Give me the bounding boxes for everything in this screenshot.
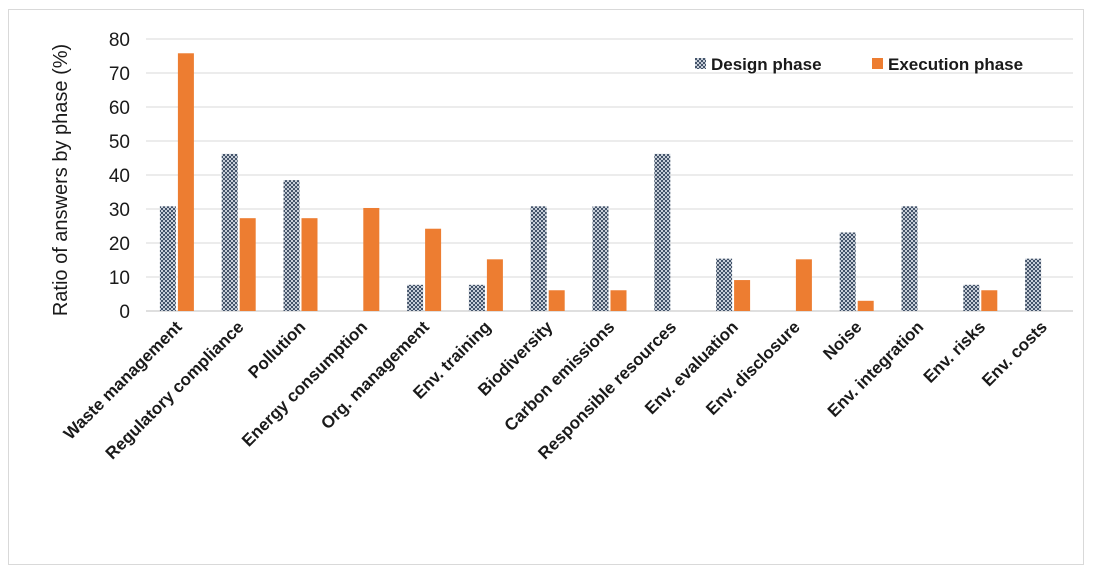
y-tick-label: 80 [109, 30, 130, 51]
bar-design-phase [159, 206, 176, 311]
y-tick-label: 30 [109, 200, 130, 221]
bar-design-phase [283, 180, 300, 311]
bar-execution-phase [981, 290, 998, 311]
legend-label-design: Design phase [711, 55, 822, 74]
category-label: Waste management [60, 317, 186, 443]
bar-design-phase [530, 206, 547, 311]
y-tick-label: 60 [109, 98, 130, 119]
category-label: Energy consumption [238, 317, 371, 450]
bar-execution-phase [857, 300, 874, 311]
y-tick-label: 70 [109, 64, 130, 85]
legend-label-execution: Execution phase [888, 55, 1023, 74]
y-tick-labels: 0 10 20 30 40 50 60 70 80 [109, 30, 130, 323]
bars [159, 53, 1042, 311]
bar-chart: 0 10 20 30 40 50 60 70 80 Waste managementRegula… [50, 30, 1073, 463]
bar-design-phase [592, 206, 609, 311]
y-tick-label: 40 [109, 166, 130, 187]
bar-design-phase [963, 284, 980, 311]
bar-execution-phase [425, 228, 442, 311]
bar-design-phase [407, 284, 424, 311]
legend-swatch-execution [872, 58, 883, 69]
bar-execution-phase [610, 290, 627, 311]
bar-design-phase [654, 153, 671, 311]
bar-design-phase [839, 232, 856, 311]
bar-execution-phase [795, 259, 812, 311]
bar-design-phase [468, 284, 485, 311]
bar-design-phase [716, 258, 733, 311]
category-label: Org. management [317, 317, 433, 433]
y-tick-label: 50 [109, 132, 130, 153]
bar-design-phase [221, 153, 238, 311]
y-tick-label: 20 [109, 234, 130, 255]
category-label: Pollution [244, 317, 309, 382]
bar-execution-phase [486, 259, 503, 311]
bar-execution-phase [363, 207, 380, 311]
legend-swatch-design [695, 58, 706, 69]
category-label: Env. costs [978, 317, 1051, 390]
bar-execution-phase [301, 218, 318, 311]
legend: Design phase Execution phase [695, 55, 1023, 74]
bar-execution-phase [177, 53, 194, 311]
y-axis-title: Ratio of answers by phase (%) [50, 44, 72, 316]
category-label: Carbon emissions [501, 317, 619, 435]
category-label: Noise [819, 317, 865, 363]
y-tick-label: 10 [109, 268, 130, 289]
chart-frame: 0 10 20 30 40 50 60 70 80 Waste management Regula… [8, 9, 1084, 565]
bar-execution-phase [239, 218, 256, 311]
bar-design-phase [1025, 258, 1042, 311]
bar-execution-phase [734, 280, 751, 311]
y-tick-label: 0 [119, 302, 130, 323]
bar-design-phase [901, 206, 918, 311]
gridlines [146, 38, 1073, 312]
bar-execution-phase [548, 290, 565, 311]
